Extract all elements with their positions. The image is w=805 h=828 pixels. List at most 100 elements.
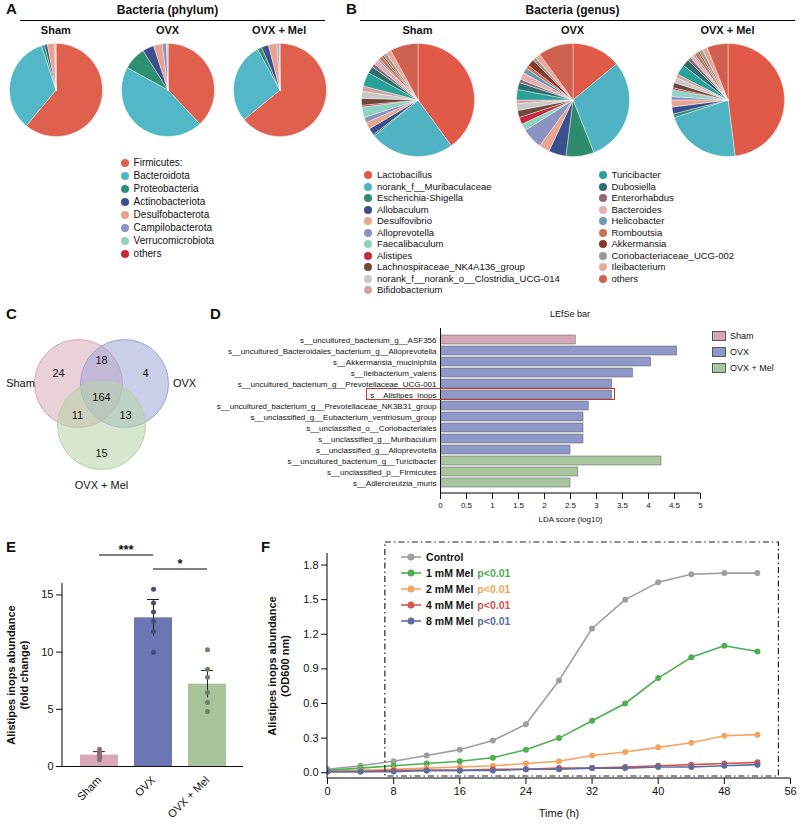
html-text:Bacteroidota: Bacteroidota (133, 170, 190, 181)
svg-text:16: 16 (454, 785, 466, 797)
html-text:Dubosiella: Dubosiella (611, 180, 656, 192)
html-text:others: others (133, 248, 162, 259)
html-text:2 mM Mel p<0.01: 2 mM Mel p<0.01 (426, 583, 511, 595)
html-text:Control: Control (426, 551, 464, 563)
svg-text:s__unclassified_g__Alloprevote: s__unclassified_g__Alloprevotella (316, 446, 437, 455)
svg-text:OVX + Mel: OVX + Mel (75, 479, 129, 491)
html-text:others: others (611, 272, 638, 284)
svg-text:OVX: OVX (173, 377, 197, 389)
html-text:A: A (6, 0, 17, 17)
svg-text:0.3: 0.3 (303, 732, 318, 744)
svg-text:Sham: Sham (6, 377, 35, 389)
svg-text:0.0: 0.0 (303, 766, 318, 778)
svg-text:s__uncultured_Bacteroidales_ba: s__uncultured_Bacteroidales_bacterium_g_… (228, 347, 437, 356)
html-text:Romboutsia: Romboutsia (611, 226, 663, 238)
html-text:Alistipes inops abundance (fol: Alistipes inops abundance (fold change) (5, 604, 30, 745)
html-text:Bacteria (phylum): Bacteria (phylum) (116, 3, 219, 17)
html-text:Allobaculum: Allobaculum (377, 203, 429, 215)
svg-text:s__uncultured_bacterium_g__ASF: s__uncultured_bacterium_g__ASF356 (300, 336, 437, 345)
html-text:Faecalibaculum: Faecalibaculum (377, 238, 444, 249)
svg-text:4: 4 (142, 367, 148, 379)
svg-text:15: 15 (95, 447, 107, 459)
svg-text:s__Adlercreutzia_muris: s__Adlercreutzia_muris (353, 479, 437, 488)
html-text:1 mM Mel p<0.01: 1 mM Mel p<0.01 (426, 567, 511, 579)
html-text:Escherichia-Shigella: Escherichia-Shigella (377, 192, 464, 203)
html-text:Desulfobacterota: Desulfobacterota (133, 209, 210, 220)
svg-text:18: 18 (95, 354, 107, 366)
svg-text:3: 3 (594, 501, 599, 510)
svg-text:s__Alistipes_inops: s__Alistipes_inops (370, 391, 436, 400)
svg-text:1.8: 1.8 (303, 559, 318, 571)
svg-text:s__Ileibacterium_valens: s__Ileibacterium_valens (351, 369, 437, 378)
svg-text:0: 0 (47, 760, 53, 772)
svg-text:0.6: 0.6 (303, 697, 318, 709)
svg-text:15: 15 (41, 588, 53, 600)
html-text:B: B (346, 0, 357, 17)
svg-text:0.9: 0.9 (303, 662, 318, 674)
html-text:Coriobacteriaceae_UCG-002: Coriobacteriaceae_UCG-002 (611, 249, 734, 261)
svg-text:5: 5 (47, 703, 53, 715)
html-text:Verrucomicrobiota: Verrucomicrobiota (133, 235, 215, 246)
svg-text:s__unclassified_o__Coriobacter: s__unclassified_o__Coriobacteriales (306, 424, 436, 433)
svg-text:***: *** (118, 542, 134, 557)
html-text:Bacteroides: Bacteroides (611, 203, 662, 215)
svg-text:2.5: 2.5 (565, 501, 577, 510)
svg-text:Sham: Sham (75, 774, 104, 803)
html-text:norank_f__Muribaculaceae: norank_f__Muribaculaceae (377, 180, 492, 192)
html-text:Alloprevotella: Alloprevotella (377, 226, 434, 238)
svg-text:s__uncultured_bacterium_g__Tur: s__uncultured_bacterium_g__Turicibacter (287, 457, 436, 466)
html-text:Bacteria (genus): Bacteria (genus) (525, 3, 620, 17)
svg-text:s__uncultured_bacterium_g__Pre: s__uncultured_bacterium_g__Prevotellacea… (217, 402, 437, 411)
html-text:Campilobacterota: Campilobacterota (133, 222, 212, 233)
svg-text:11: 11 (72, 409, 83, 421)
svg-text:1.5: 1.5 (513, 501, 525, 510)
svg-text:1: 1 (490, 501, 495, 510)
html-text:8 mM Mel p<0.01: 8 mM Mel p<0.01 (426, 615, 511, 627)
svg-text:32: 32 (586, 785, 598, 797)
svg-text:0: 0 (324, 785, 330, 797)
svg-text:1.2: 1.2 (303, 628, 318, 640)
svg-text:4: 4 (646, 501, 651, 510)
svg-text:5: 5 (698, 501, 703, 510)
svg-text:0.5: 0.5 (461, 501, 473, 510)
svg-text:48: 48 (718, 785, 730, 797)
html-text:Alistipes inops abundance (OD6: Alistipes inops abundance (OD600 nm) (266, 595, 291, 736)
html-text:norank_f__norank_o__Clostridia: norank_f__norank_o__Clostridia_UCG-014 (377, 272, 560, 284)
svg-text:56: 56 (784, 785, 796, 797)
html-text:OVX: OVX (155, 24, 180, 36)
svg-text:s__unclassified_p__Firmicutes: s__unclassified_p__Firmicutes (327, 468, 436, 477)
html-text:OVX: OVX (560, 24, 585, 36)
svg-text:0: 0 (438, 501, 443, 510)
html-text:OVX + Mel: OVX + Mel (700, 24, 755, 36)
html-text:Firmicutes:: Firmicutes: (133, 157, 183, 168)
svg-text:s__unclassified_g__Muribaculum: s__unclassified_g__Muribaculum (318, 435, 437, 444)
svg-text:2: 2 (542, 501, 547, 510)
html-text:Lactobacillus: Lactobacillus (377, 169, 432, 180)
svg-text:OVX: OVX (132, 773, 157, 798)
svg-text:24: 24 (52, 367, 64, 379)
svg-text:4.5: 4.5 (669, 501, 681, 510)
svg-text:8: 8 (391, 785, 397, 797)
html-text:OVX + Mel: OVX + Mel (252, 24, 307, 36)
html-text:Sham: Sham (40, 24, 71, 36)
svg-text:13: 13 (119, 409, 131, 421)
svg-text:1.5: 1.5 (303, 593, 318, 605)
svg-text:40: 40 (652, 785, 664, 797)
html-text:Actinobacteriota: Actinobacteriota (133, 196, 206, 207)
svg-text:10: 10 (41, 646, 53, 658)
html-text:Proteobacteria: Proteobacteria (133, 183, 199, 194)
html-text:Sham: Sham (402, 24, 433, 36)
html-text:Alistipes: Alistipes (377, 249, 413, 261)
svg-text:3.5: 3.5 (617, 501, 629, 510)
svg-text:*: * (177, 556, 183, 571)
svg-text:LDA score (log10): LDA score (log10) (538, 515, 602, 524)
svg-text:24: 24 (520, 785, 532, 797)
svg-text:s__Akkermansia_muciniphila: s__Akkermansia_muciniphila (333, 358, 437, 367)
svg-text:s__unclassified_g__Eubacterium: s__unclassified_g__Eubacterium_ventriosu… (251, 413, 437, 422)
svg-text:OVX + Mel: OVX + Mel (165, 774, 211, 820)
html-text:Desulfovibrio: Desulfovibrio (377, 215, 432, 226)
svg-text:Time (h): Time (h) (539, 807, 580, 819)
html-text:4 mM Mel p<0.01: 4 mM Mel p<0.01 (426, 599, 511, 611)
html-text:Lachnospiraceae_NK4A136_group: Lachnospiraceae_NK4A136_group (377, 261, 525, 272)
svg-text:164: 164 (92, 391, 110, 403)
